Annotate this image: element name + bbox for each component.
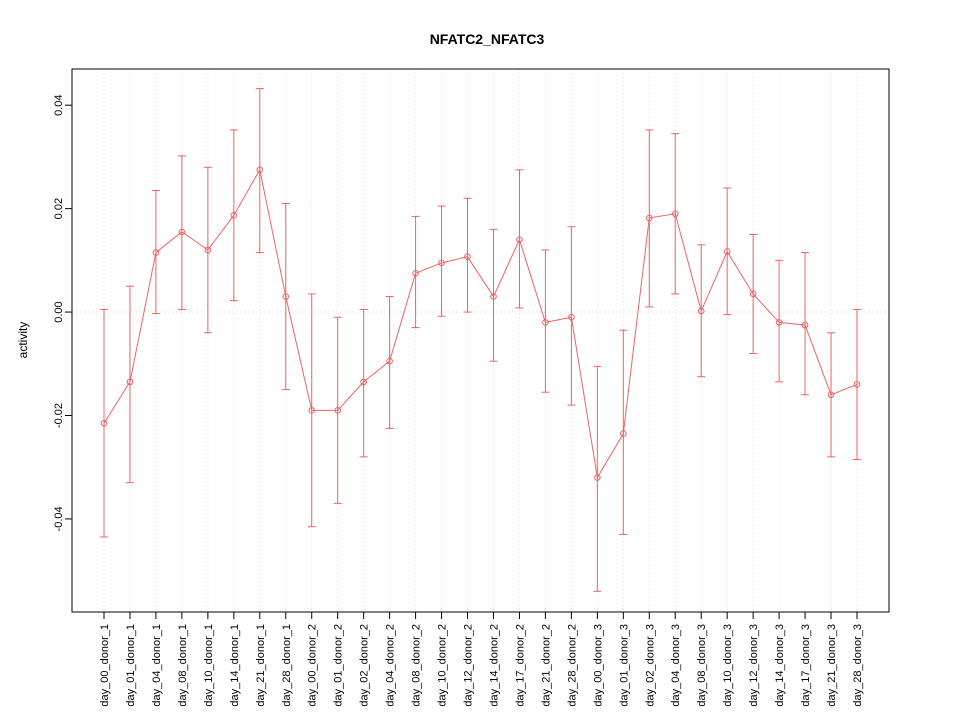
data-point [516,236,523,243]
y-tick-label: -0.04 [53,506,65,531]
x-tick-label: day_02_donor_3 [644,624,656,707]
chart-title: NFATC2_NFATC3 [430,31,545,47]
x-tick-label: day_17_donor_3 [800,624,812,707]
x-tick-label: day_28_donor_3 [852,624,864,707]
x-tick-label: day_00_donor_3 [592,624,604,707]
data-point [645,214,653,222]
data-point [360,378,367,386]
plot-border [71,68,890,613]
data-point [671,210,679,218]
data-point [126,378,134,386]
y-tick-label: 0.04 [53,94,65,115]
x-tick-label: day_10_donor_2 [437,624,449,707]
x-tick-label: day_04_donor_2 [385,624,397,707]
data-point [827,391,835,399]
x-tick-label: day_12_donor_2 [463,624,475,707]
x-tick-label: day_00_donor_2 [307,624,319,707]
data-point [464,253,471,261]
x-tick-label: day_08_donor_1 [177,624,189,707]
data-line [103,168,858,479]
y-tick-label: 0.00 [53,301,65,322]
x-tick-label: day_12_donor_3 [748,624,760,707]
data-point [152,249,160,256]
x-tick-label: day_28_donor_1 [281,624,293,707]
data-point [100,419,108,427]
x-tick-label: day_08_donor_3 [696,624,708,707]
data-point [775,319,783,326]
x-tick-label: day_21_donor_3 [826,624,838,707]
x-tick-label: day_01_donor_2 [333,624,345,707]
data-point [230,212,238,219]
data-point [282,293,290,300]
x-tick-label: day_14_donor_1 [229,624,241,707]
data-point [749,290,757,298]
data-point [334,407,341,414]
data-point [490,293,497,300]
x-tick-label: day_21_donor_2 [540,624,552,707]
y-axis-label: activity [16,322,30,359]
x-tick-label: day_00_donor_1 [99,624,111,707]
data-point [308,407,316,414]
data-point [204,246,212,254]
data-point [386,357,393,365]
x-tick-label: day_10_donor_3 [722,624,734,707]
data-point [256,166,264,174]
x-tick-label: day_10_donor_1 [203,624,215,707]
x-tick-label: day_01_donor_1 [125,624,137,707]
x-tick-label: day_14_donor_2 [488,624,500,707]
data-point [568,313,575,321]
y-tick-label: 0.02 [53,198,65,219]
data-point [178,228,186,236]
x-tick-label: day_28_donor_2 [566,624,578,707]
data-point [412,269,419,277]
data-point [697,307,705,315]
x-tick-label: day_04_donor_1 [151,624,163,707]
x-tick-label: day_21_donor_1 [255,624,267,707]
data-point [723,248,731,255]
data-point [594,474,601,481]
data-point [853,381,861,388]
x-tick-label: day_17_donor_2 [514,624,526,707]
data-point [620,430,627,437]
x-tick-label: day_02_donor_2 [359,624,371,707]
y-tick-label: -0.02 [53,403,65,428]
x-tick-label: day_04_donor_3 [670,624,682,707]
data-point [542,319,549,326]
x-tick-label: day_01_donor_3 [618,624,630,707]
plot-area: -0.04 -0.02 0.00 0.02 0.04 day_00_donor_1 day_… [53,68,890,707]
x-tick-label: day_08_donor_2 [411,624,423,707]
x-tick-label: day_14_donor_3 [774,624,786,707]
data-point [438,259,445,267]
data-point [801,321,809,329]
